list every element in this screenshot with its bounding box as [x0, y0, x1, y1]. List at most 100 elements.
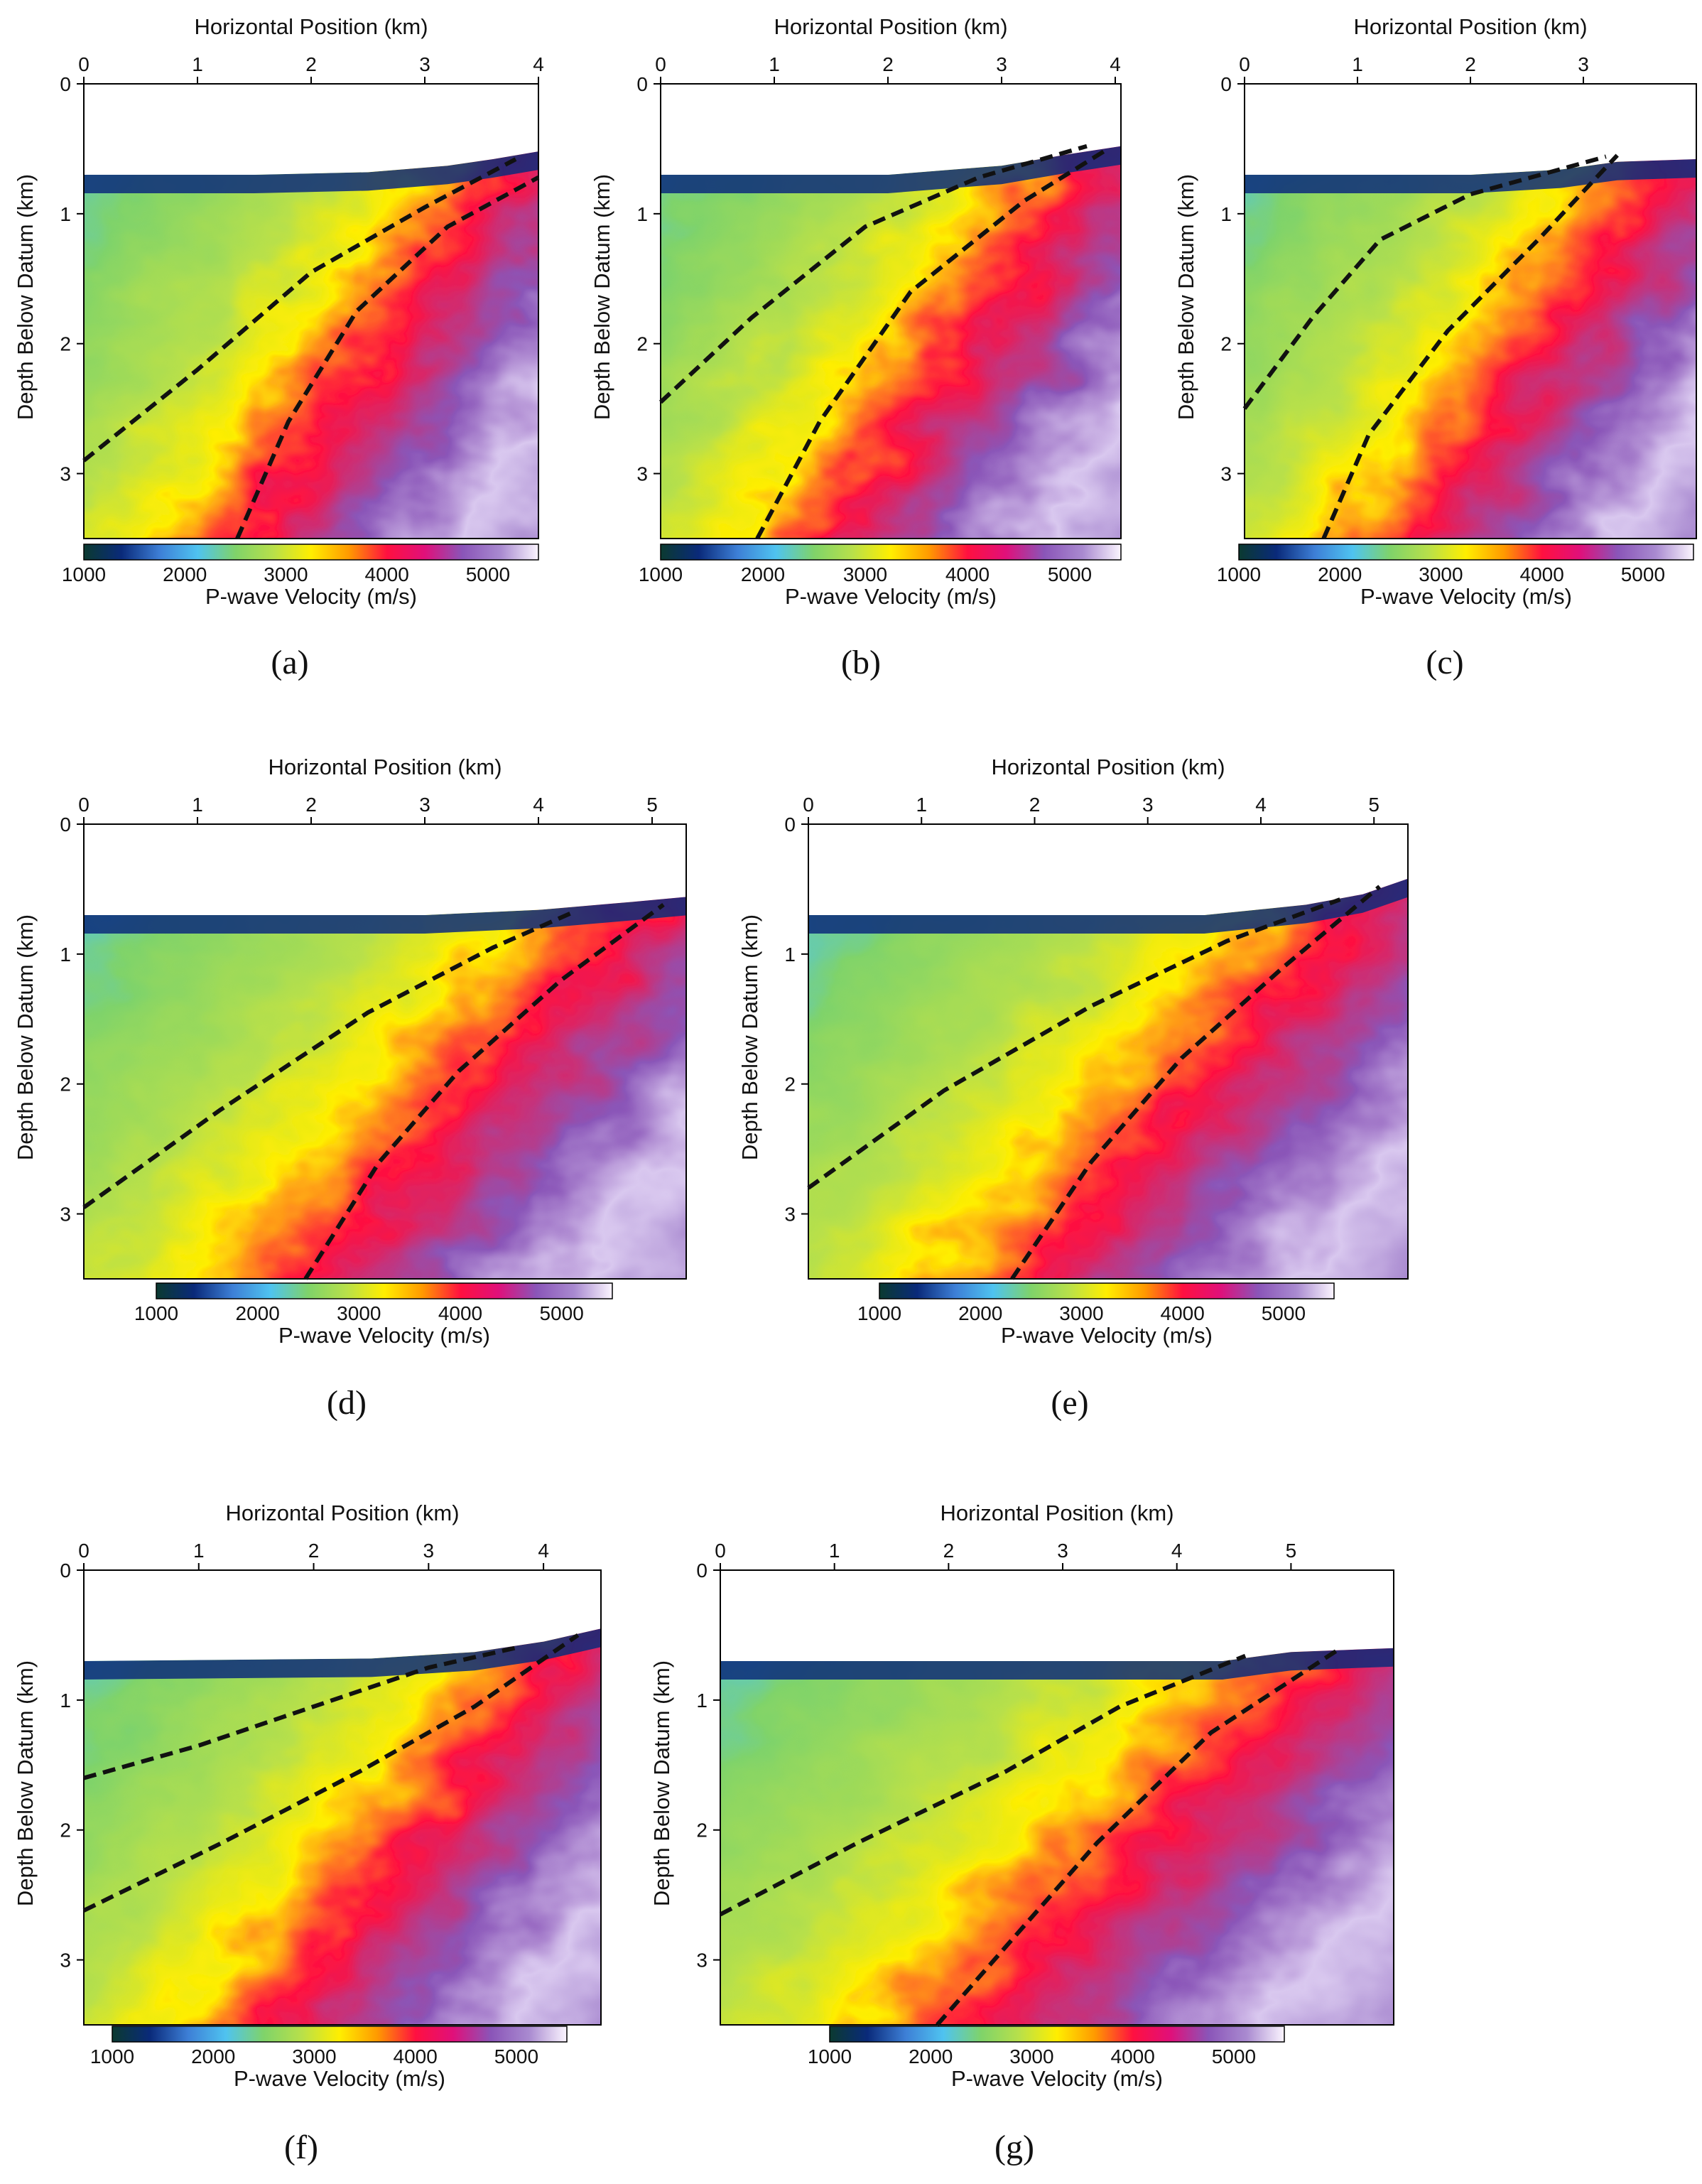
- colorbar-tick-label: 4000: [1520, 563, 1564, 585]
- velocity-field: [1245, 159, 1696, 539]
- fault-line-2: [235, 175, 540, 540]
- x-tick-label: 3: [996, 53, 1007, 75]
- near-surface-layer: [661, 146, 1121, 193]
- fault-line-2: [936, 1648, 1338, 2026]
- colorbar-tick-label: 2000: [1318, 563, 1362, 585]
- x-tick-label: 5: [1368, 794, 1380, 816]
- colorbar-tick-label: 2000: [741, 563, 785, 585]
- colorbar: 1000 2000 3000 4000 5000 P-wave Velocity (m/s…: [857, 1282, 1335, 1348]
- x-tick-label: 3: [423, 1540, 435, 1562]
- fault-line-1: [82, 157, 517, 463]
- plot-frame: [83, 823, 687, 1280]
- y-tick-label: 2: [784, 1074, 796, 1096]
- y-tick-label: 1: [636, 203, 648, 225]
- x-axis-label: Horizontal Position (km): [194, 14, 428, 39]
- colorbar-tick-label: 4000: [394, 2045, 438, 2067]
- colorbar-tick-label: 2000: [191, 2045, 235, 2067]
- x-tick-label: 4: [1255, 794, 1267, 816]
- fault-line-1: [1242, 154, 1607, 410]
- x-tick-label: 0: [78, 794, 90, 816]
- y-tick-label: 0: [60, 73, 71, 95]
- y-tick-label: 2: [636, 333, 648, 355]
- fault-line-1: [83, 1645, 516, 1780]
- y-tick-label: 3: [60, 1204, 71, 1226]
- y-tick-label: 1: [696, 1690, 708, 1712]
- colorbar-tick-label: 4000: [438, 1302, 482, 1324]
- y-tick-label: 3: [60, 1950, 71, 1972]
- colorbar-label: P-wave Velocity (m/s): [1360, 584, 1572, 609]
- colorbar-tick-label: 1000: [134, 1302, 178, 1324]
- y-axis-label: Depth Below Datum (km): [649, 1660, 674, 1906]
- y-tick-label: 2: [1220, 333, 1232, 355]
- colorbar-tick-label: 2000: [163, 563, 207, 585]
- y-tick-label: 0: [60, 813, 71, 836]
- colorbar-tick-label: 5000: [1621, 563, 1665, 585]
- y-tick-label: 1: [1220, 203, 1232, 225]
- colorbar-tick-label: 3000: [1419, 563, 1463, 585]
- x-tick-label: 4: [533, 794, 544, 816]
- y-tick-label: 0: [60, 1559, 71, 1582]
- near-surface-layer: [1245, 159, 1696, 193]
- y-tick-label: 1: [60, 1690, 71, 1712]
- x-tick-label: 5: [646, 794, 658, 816]
- colorbar-label: P-wave Velocity (m/s): [785, 584, 997, 609]
- colorbar: 1000 2000 3000 4000 5000 P-wave Velocity (m/s…: [134, 1282, 613, 1348]
- x-tick-label: 2: [308, 1540, 320, 1562]
- y-axis-label: Depth Below Datum (km): [1173, 174, 1198, 420]
- x-axis-label: Horizontal Position (km): [940, 1501, 1173, 1525]
- x-tick-label: 1: [192, 53, 203, 75]
- plot-frame: [660, 83, 1122, 539]
- fault-line-1: [82, 910, 574, 1209]
- colorbar-gradient: [112, 2026, 568, 2043]
- colorbar-tick-label: 1000: [90, 2045, 134, 2067]
- chart-panel-a: 0 1 2 3 4 Horizontal Position (km) 0 1 2 3 Depth B…: [13, 14, 544, 681]
- x-tick-label: 0: [655, 53, 666, 75]
- x-tick-label: 4: [538, 1540, 549, 1562]
- colorbar: 1000 2000 3000 4000 5000 P-wave Velocity (m/s…: [639, 544, 1122, 609]
- y-tick-label: 3: [60, 463, 71, 485]
- colorbar-tick-label: 1000: [639, 563, 683, 585]
- colorbar-tick-label: 1000: [62, 563, 106, 585]
- colorbar-label: P-wave Velocity (m/s): [234, 2066, 445, 2091]
- x-axis-label: Horizontal Position (km): [774, 14, 1007, 39]
- x-axis-label: Horizontal Position (km): [1353, 14, 1587, 39]
- velocity-field: [84, 1628, 601, 2025]
- x-tick-label: 4: [1110, 53, 1121, 75]
- velocity-field: [808, 878, 1408, 1279]
- panel-label: (c): [1426, 644, 1463, 681]
- velocity-field: [720, 1648, 1394, 2025]
- panel-label: (f): [284, 2129, 318, 2166]
- x-tick-label: 0: [803, 794, 814, 816]
- plot-frame: [808, 823, 1409, 1280]
- colorbar-tick-label: 3000: [337, 1302, 381, 1324]
- x-tick-label: 0: [78, 1540, 90, 1562]
- x-tick-label: 3: [1142, 794, 1154, 816]
- chart-panel-b: 0 1 2 3 4 Horizontal Position (km) 0 1 2 3 Depth B…: [590, 14, 1122, 681]
- y-axis-label: Depth Below Datum (km): [13, 1660, 38, 1906]
- colorbar-tick-label: 2000: [909, 2045, 953, 2067]
- fault-line-2: [1321, 153, 1619, 540]
- x-tick-label: 1: [193, 1540, 205, 1562]
- y-axis-label: Depth Below Datum (km): [590, 174, 614, 420]
- panel-label: (b): [841, 644, 881, 681]
- colorbar: 1000 2000 3000 4000 5000 P-wave Velocity (m/s…: [90, 2026, 568, 2091]
- near-surface-layer: [84, 1628, 601, 1680]
- y-tick-label: 3: [696, 1950, 708, 1972]
- panel-label: (a): [271, 644, 308, 681]
- colorbar-label: P-wave Velocity (m/s): [951, 2066, 1163, 2091]
- x-tick-label: 1: [1352, 53, 1363, 75]
- chart-panel-c: 0 1 2 3 Horizontal Position (km) 0 1 2 3 Depth Be…: [1173, 14, 1697, 681]
- colorbar-tick-label: 4000: [365, 563, 409, 585]
- colorbar-tick-label: 1000: [808, 2045, 852, 2067]
- x-tick-label: 0: [715, 1540, 726, 1562]
- y-tick-label: 1: [60, 203, 71, 225]
- fault-line-2: [303, 902, 665, 1280]
- colorbar-tick-label: 4000: [1161, 1302, 1205, 1324]
- x-tick-label: 4: [533, 53, 544, 75]
- y-axis-label: Depth Below Datum (km): [13, 914, 38, 1160]
- x-tick-label: 5: [1286, 1540, 1297, 1562]
- y-tick-label: 0: [696, 1559, 708, 1582]
- x-axis-label: Horizontal Position (km): [225, 1501, 459, 1525]
- panel-label: (g): [994, 2129, 1034, 2166]
- colorbar-tick-label: 5000: [1048, 563, 1092, 585]
